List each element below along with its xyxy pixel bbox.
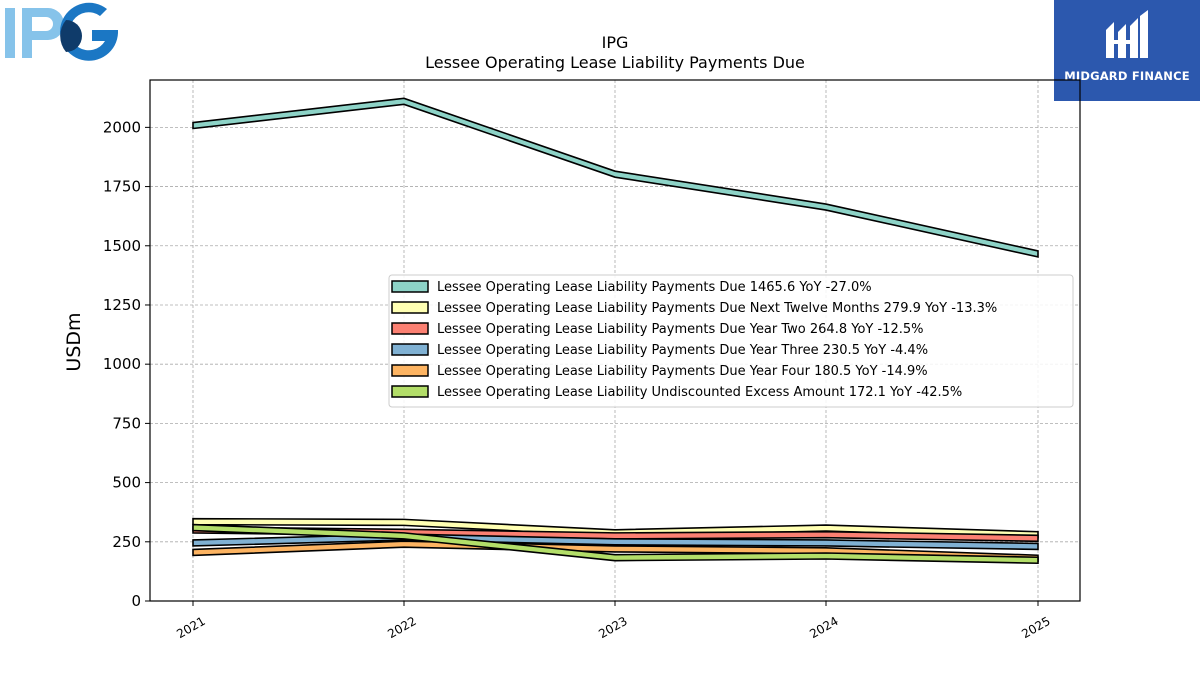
- legend-entry: Lessee Operating Lease Liability Payment…: [437, 343, 928, 358]
- y-tick-label: 750: [112, 414, 141, 432]
- legend-swatch: [391, 343, 429, 356]
- legend-swatch: [391, 322, 429, 335]
- x-tick-label: 2024: [807, 614, 840, 641]
- y-tick-label: 500: [112, 474, 141, 492]
- series-areas: [192, 97, 1039, 565]
- legend: Lessee Operating Lease Liability Payment…: [388, 274, 1074, 408]
- y-tick-label: 1250: [103, 296, 141, 314]
- chart-subtitle: Lessee Operating Lease Liability Payment…: [425, 53, 805, 72]
- legend-entry: Lessee Operating Lease Liability Payment…: [437, 301, 997, 316]
- y-tick-label: 2000: [103, 118, 141, 136]
- brand-name: MIDGARD FINANCE: [1064, 69, 1190, 83]
- legend-entry: Lessee Operating Lease Liability Payment…: [437, 280, 872, 295]
- legend-swatch: [391, 301, 429, 314]
- y-tick-label: 1500: [103, 237, 141, 255]
- y-tick-label: 250: [112, 533, 141, 551]
- x-tick-label: 2022: [385, 614, 418, 641]
- legend-entry: Lessee Operating Lease Liability Payment…: [437, 364, 928, 379]
- series-band-6: [192, 523, 1039, 565]
- chart-title: IPG: [602, 33, 629, 52]
- x-tick-label: 2023: [596, 614, 629, 641]
- x-tick-label: 2025: [1019, 614, 1052, 641]
- legend-swatch: [391, 364, 429, 377]
- legend-entry: Lessee Operating Lease Liability Payment…: [437, 322, 923, 337]
- legend-box: [388, 274, 1074, 408]
- legend-entry: Lessee Operating Lease Liability Undisco…: [437, 385, 962, 400]
- y-tick-label: 1750: [103, 178, 141, 196]
- y-axis-label: USDm: [63, 312, 85, 371]
- legend-swatch: [391, 280, 429, 293]
- y-tick-label: 0: [131, 592, 141, 610]
- legend-swatch: [391, 385, 429, 398]
- midgard-emblem-icon: [1106, 10, 1148, 58]
- y-tick-label: 1000: [103, 355, 141, 373]
- x-tick-label: 2021: [174, 614, 207, 641]
- series-band-1: [192, 97, 1039, 258]
- midgard-finance-logo: MIDGARD FINANCE: [1054, 0, 1200, 101]
- ipg-logo: [5, 2, 118, 61]
